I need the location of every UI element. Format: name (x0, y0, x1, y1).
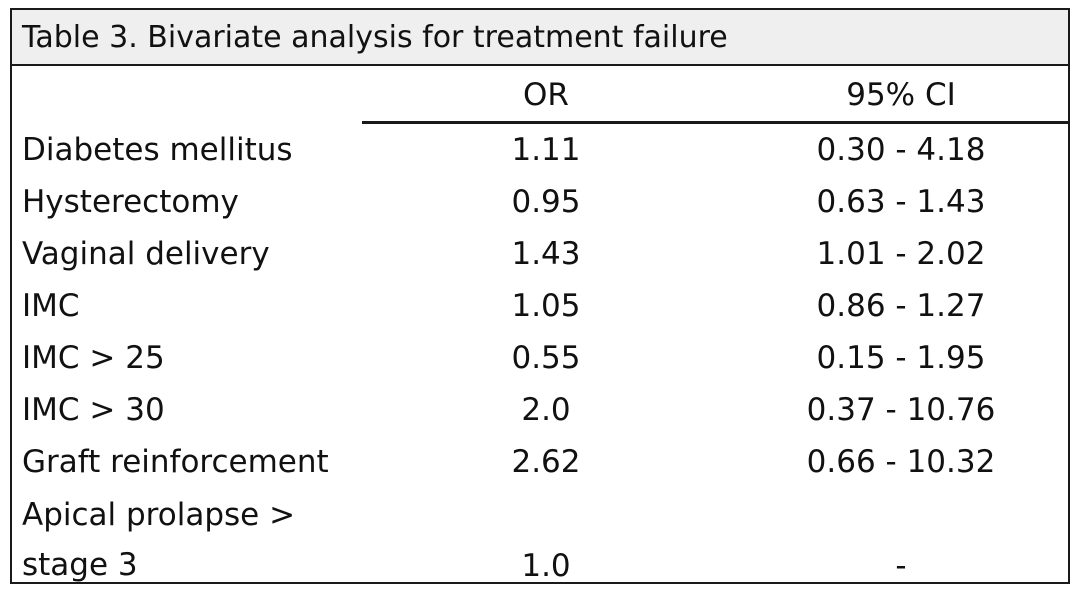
table-row: Apical prolapse > stage 3 1.0 - (12, 488, 1068, 592)
table-row: Diabetes mellitus 1.11 0.30 - 4.18 (12, 124, 1068, 176)
table-row: IMC > 30 2.0 0.37 - 10.76 (12, 384, 1068, 436)
row-label: IMC > 25 (22, 340, 165, 376)
row-ci: 1.01 - 2.02 (816, 236, 986, 272)
table-caption: Table 3. Bivariate analysis for treatmen… (12, 10, 1068, 66)
row-label: Hysterectomy (22, 184, 239, 220)
table-row: Vaginal delivery 1.43 1.01 - 2.02 (12, 228, 1068, 280)
row-or: 1.11 (511, 132, 581, 168)
header-or: OR (523, 77, 569, 113)
table-row: Graft reinforcement 2.62 0.66 - 10.32 (12, 436, 1068, 488)
table-row: IMC 1.05 0.86 - 1.27 (12, 280, 1068, 332)
table-header-row: OR 95% CI (12, 66, 1068, 124)
row-or: 1.05 (511, 288, 581, 324)
row-or: 1.43 (511, 236, 581, 272)
row-ci: - (895, 548, 907, 584)
row-label: Vaginal delivery (22, 236, 270, 272)
table-row: Hysterectomy 0.95 0.63 - 1.43 (12, 176, 1068, 228)
row-ci: 0.37 - 10.76 (806, 392, 996, 428)
header-ci: 95% CI (846, 77, 956, 113)
row-or: 2.0 (521, 392, 571, 428)
row-or: 1.0 (521, 548, 571, 584)
row-ci: 0.63 - 1.43 (816, 184, 986, 220)
row-or: 2.62 (511, 444, 581, 480)
row-label: IMC (22, 288, 80, 324)
row-or: 0.55 (511, 340, 581, 376)
header-divider (362, 121, 1068, 124)
row-ci: 0.66 - 10.32 (806, 444, 996, 480)
results-table: Table 3. Bivariate analysis for treatmen… (10, 8, 1070, 584)
table-row: IMC > 25 0.55 0.15 - 1.95 (12, 332, 1068, 384)
row-label: Apical prolapse > stage 3 (22, 497, 296, 583)
row-label: Graft reinforcement (22, 444, 329, 480)
row-or: 0.95 (511, 184, 581, 220)
row-ci: 0.15 - 1.95 (816, 340, 986, 376)
header-label (12, 66, 362, 124)
row-ci: 0.30 - 4.18 (816, 132, 986, 168)
row-label: Diabetes mellitus (22, 132, 293, 168)
row-label: IMC > 30 (22, 392, 165, 428)
row-ci: 0.86 - 1.27 (816, 288, 986, 324)
